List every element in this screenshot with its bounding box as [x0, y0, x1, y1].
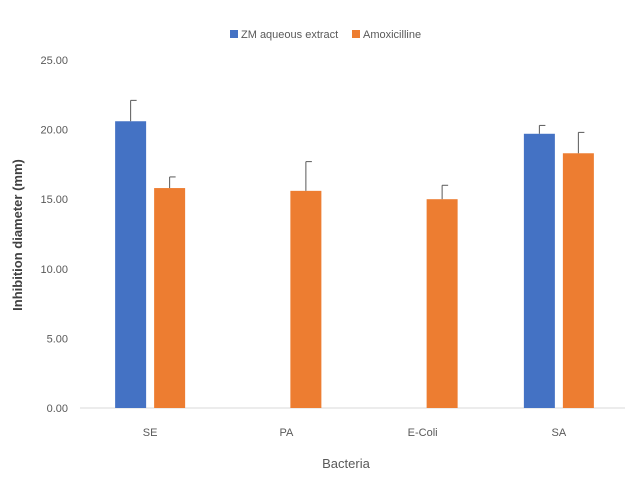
- x-tick-label: PA: [279, 427, 294, 439]
- y-tick-label: 25.00: [40, 55, 68, 67]
- y-axis-title: Inhibition diameter (mm): [10, 159, 25, 311]
- y-tick-label: 10.00: [40, 264, 68, 276]
- legend-swatch-zm-aqueous-extract: [230, 30, 238, 38]
- error-bars: [130, 99, 585, 200]
- y-tick-label: 20.00: [40, 125, 68, 137]
- x-axis-title: Bacteria: [322, 456, 370, 471]
- bar-zm-aqueous-extract-sa: [523, 133, 555, 408]
- bar-zm-aqueous-extract-se: [115, 121, 147, 409]
- legend: ZM aqueous extract Amoxicilline: [230, 29, 421, 41]
- y-tick-label: 15.00: [40, 194, 68, 206]
- y-tick-label: 5.00: [47, 333, 68, 345]
- legend-label-amoxicilline: Amoxicilline: [363, 29, 421, 41]
- bar-amoxicilline-e-coli: [426, 199, 458, 408]
- x-tick-label: SA: [552, 427, 567, 439]
- y-axis: 0.00 5.00 10.00 15.00 20.00 25.00: [40, 55, 68, 415]
- bar-amoxicilline-se: [154, 188, 186, 408]
- y-tick-label: 0.00: [47, 403, 68, 415]
- bar-amoxicilline-sa: [562, 153, 594, 408]
- legend-swatch-amoxicilline: [352, 30, 360, 38]
- x-tick-label: E-Coli: [408, 427, 438, 439]
- x-tick-label: SE: [143, 427, 158, 439]
- legend-label-zm-aqueous-extract: ZM aqueous extract: [241, 29, 338, 41]
- x-axis: SE PA E-Coli SA: [143, 427, 567, 439]
- bar-amoxicilline-pa: [290, 190, 322, 408]
- bars: [115, 121, 594, 409]
